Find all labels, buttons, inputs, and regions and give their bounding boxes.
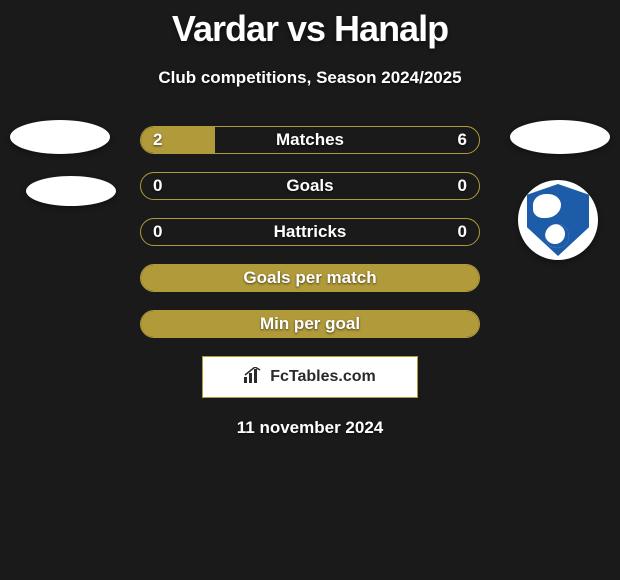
- page-title: Vardar vs Hanalp: [0, 0, 620, 50]
- chart-icon: [244, 367, 264, 388]
- subtitle: Club competitions, Season 2024/2025: [0, 68, 620, 88]
- stats-area: 2Matches60Goals00Hattricks0Goals per mat…: [0, 126, 620, 338]
- stat-label: Goals: [141, 172, 479, 200]
- stat-bar-matches: 2Matches6: [140, 126, 480, 154]
- stat-label: Hattricks: [141, 218, 479, 246]
- attribution-text: FcTables.com: [270, 368, 376, 386]
- stat-bar-min-per-goal: Min per goal: [140, 310, 480, 338]
- date-text: 11 november 2024: [0, 418, 620, 438]
- stat-value-right: 0: [458, 218, 467, 246]
- stat-bar-hattricks: 0Hattricks0: [140, 218, 480, 246]
- stat-label: Min per goal: [141, 310, 479, 338]
- stat-bar-goals-per-match: Goals per match: [140, 264, 480, 292]
- stat-label: Goals per match: [141, 264, 479, 292]
- stat-value-right: 0: [458, 172, 467, 200]
- stat-value-right: 6: [458, 126, 467, 154]
- stat-label: Matches: [141, 126, 479, 154]
- attribution-box: FcTables.com: [202, 356, 418, 398]
- stat-bar-goals: 0Goals0: [140, 172, 480, 200]
